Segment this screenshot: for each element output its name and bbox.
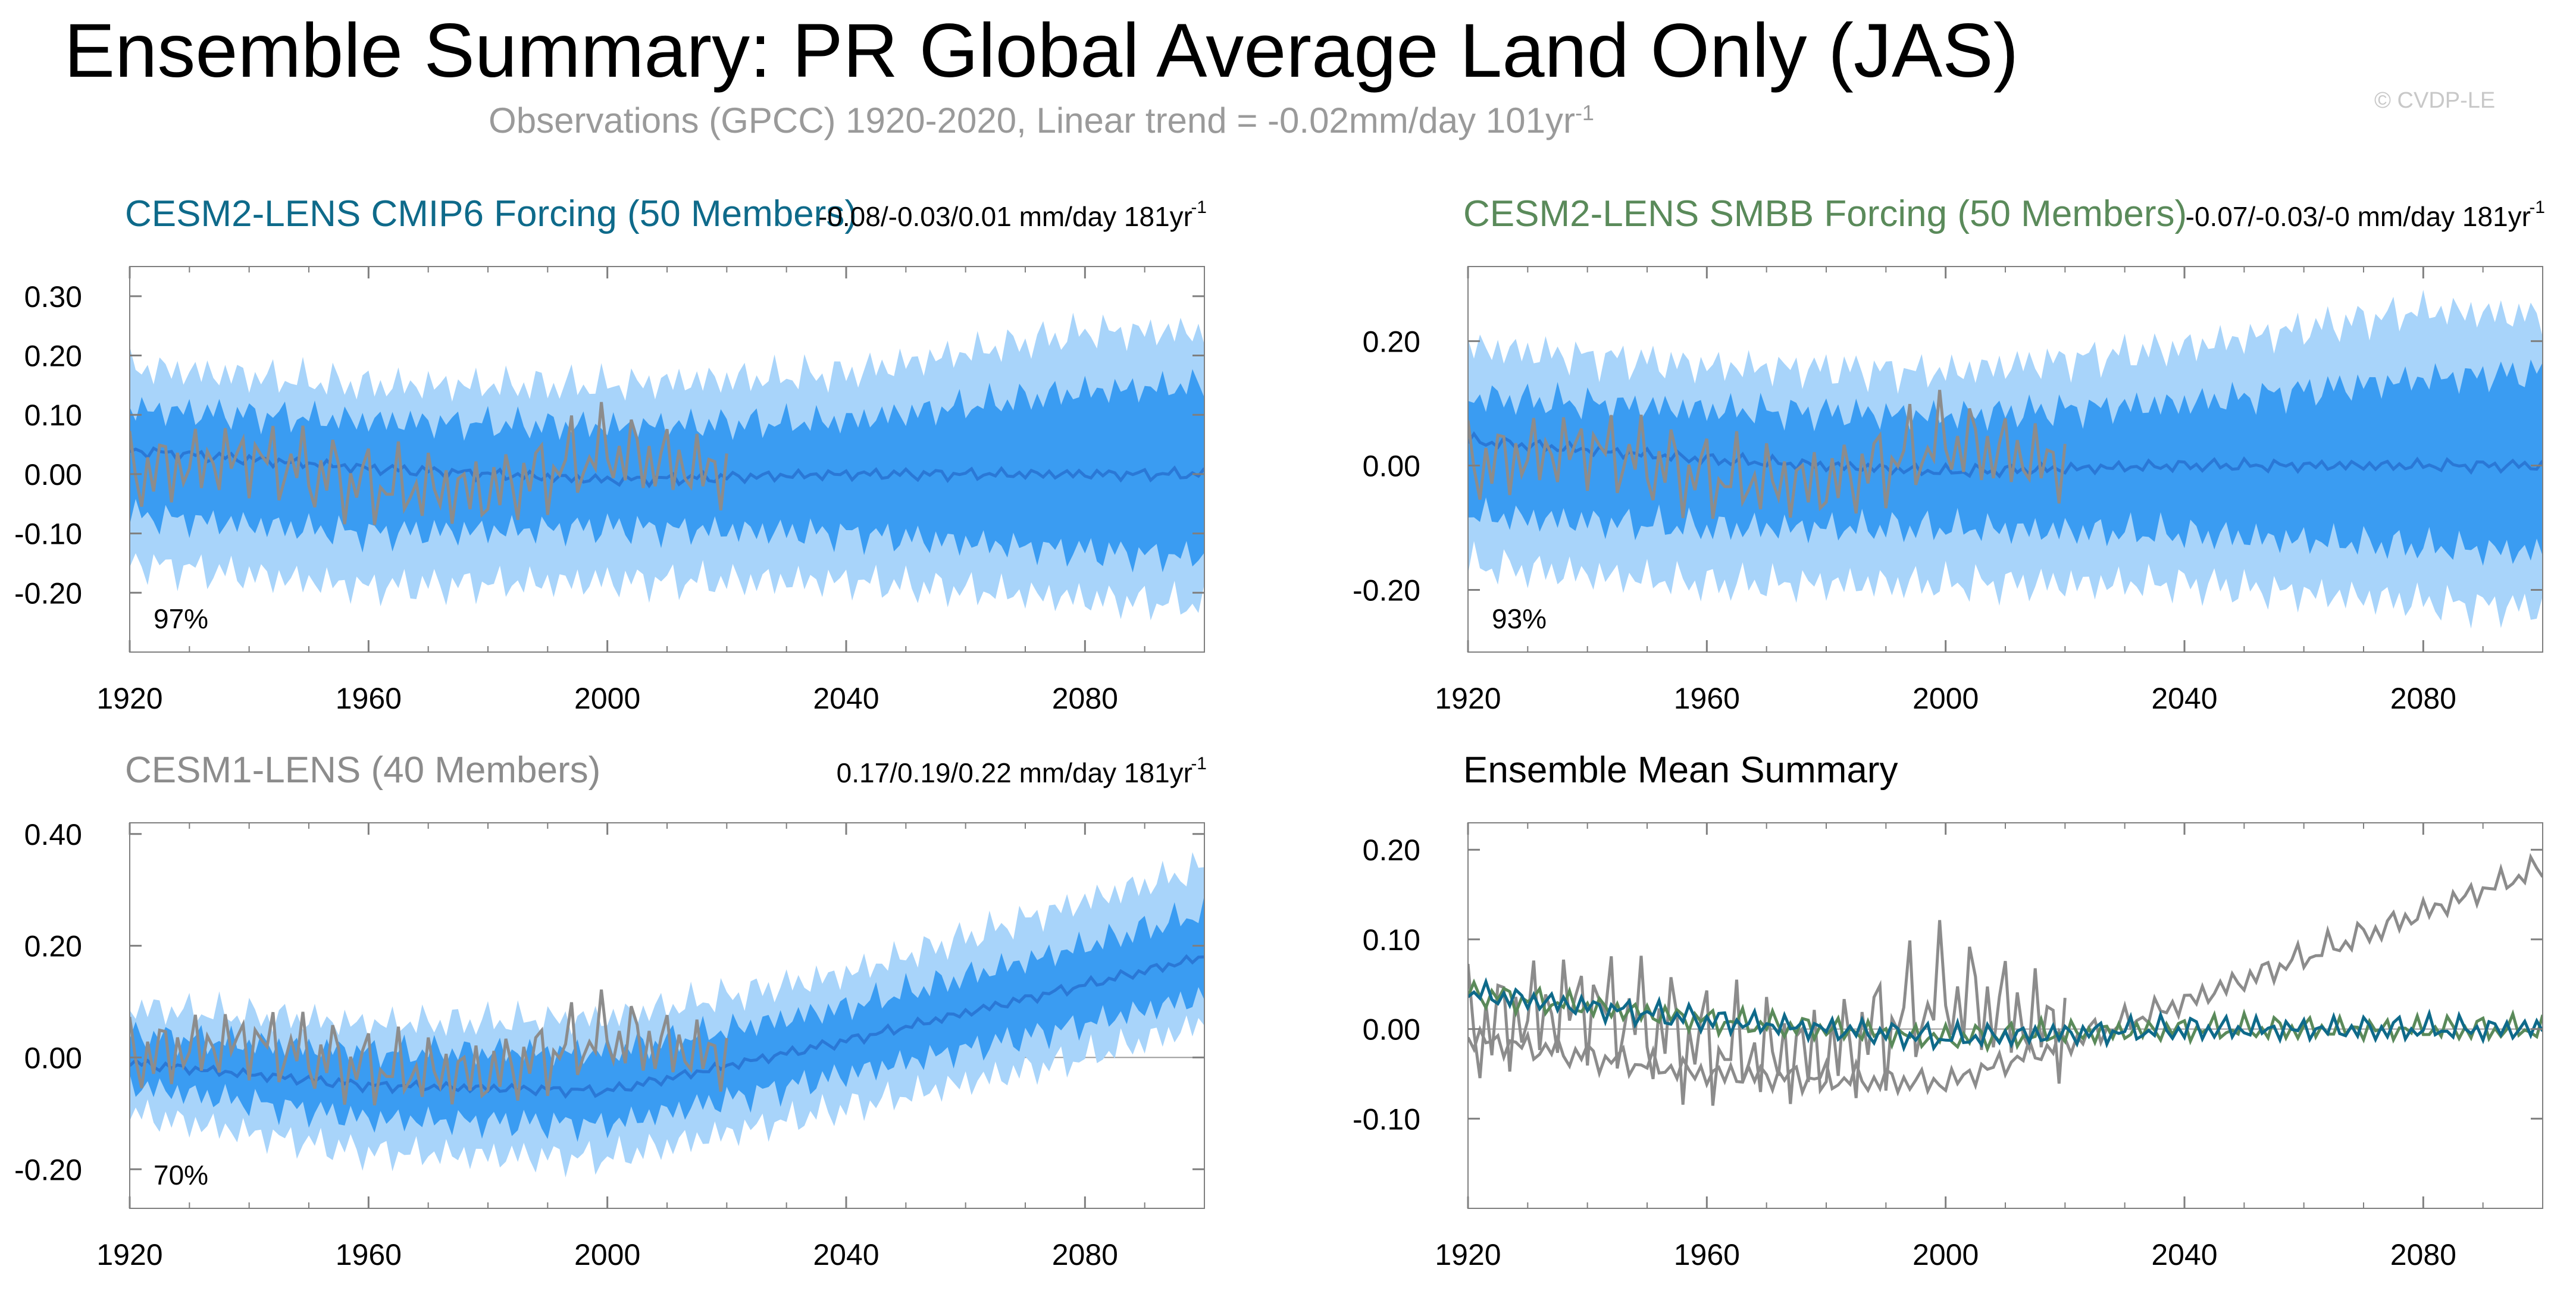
y-tick-label: 0.00 xyxy=(1363,449,1420,483)
summary-line-1 xyxy=(1468,853,2543,1098)
panel-trend-label: 0.17/0.19/0.22 mm/day 181yr xyxy=(837,757,1192,788)
y-tick-label: -0.20 xyxy=(1353,574,1420,607)
x-tick-label: 1920 xyxy=(96,1238,162,1271)
plot-area xyxy=(130,852,1204,1178)
observations-line xyxy=(1468,390,2067,519)
x-tick-label: 1960 xyxy=(336,682,402,715)
y-tick-label: 0.20 xyxy=(24,340,82,373)
panel-title: Ensemble Mean Summary xyxy=(1463,750,1898,791)
plot-area xyxy=(130,312,1204,621)
x-tick-label: 2000 xyxy=(574,682,640,715)
x-tick-label: 2040 xyxy=(2151,1238,2217,1271)
x-tick-label: 2080 xyxy=(1052,682,1118,715)
y-tick-label: 0.40 xyxy=(24,818,82,851)
ensemble-mean-line xyxy=(130,446,1204,488)
plot-area xyxy=(1468,290,2543,629)
y-tick-label: 0.30 xyxy=(24,280,82,314)
observations-line xyxy=(130,402,728,525)
y-tick-label: -0.20 xyxy=(14,577,82,610)
x-tick-label: 2000 xyxy=(574,1238,640,1271)
percent-label: 93% xyxy=(1492,603,1547,634)
ensemble-mean-line xyxy=(130,954,1204,1099)
panel-title: CESM2-LENS SMBB Forcing (50 Members) xyxy=(1463,193,2187,234)
x-tick-label: 2040 xyxy=(2151,682,2217,715)
percent-label: 70% xyxy=(154,1160,208,1191)
y-tick-label: 0.00 xyxy=(1363,1013,1420,1047)
plot-area xyxy=(1468,853,2543,1106)
x-tick-label: 2000 xyxy=(1913,682,1979,715)
percent-label: 97% xyxy=(154,603,208,634)
x-tick-label: 2040 xyxy=(813,682,879,715)
x-tick-label: 1960 xyxy=(1674,1238,1740,1271)
panel-trend-superscript: -1 xyxy=(1191,754,1207,773)
x-tick-label: 2080 xyxy=(1052,1238,1118,1271)
ensemble-inner-band xyxy=(1468,359,2543,566)
y-tick-label: 0.10 xyxy=(24,399,82,432)
y-tick-label: 0.00 xyxy=(24,458,82,491)
y-tick-label: -0.10 xyxy=(14,518,82,551)
summary-line-2 xyxy=(1468,978,2543,1054)
panel-title: CESM2-LENS CMIP6 Forcing (50 Members) xyxy=(125,193,857,234)
x-tick-label: 2080 xyxy=(2390,1238,2456,1271)
figure-title: Ensemble Summary: PR Global Average Land… xyxy=(64,8,2019,93)
x-tick-label: 1920 xyxy=(96,682,162,715)
y-tick-label: -0.10 xyxy=(1353,1102,1420,1136)
ensemble-inner-band xyxy=(130,369,1204,573)
ensemble-mean-line xyxy=(1468,431,2543,479)
panel-title: CESM1-LENS (40 Members) xyxy=(125,750,600,791)
plot-frame xyxy=(1467,822,2543,1209)
panel-trend-superscript: -1 xyxy=(2529,198,2545,217)
x-tick-label: 2080 xyxy=(2390,682,2456,715)
credit-watermark: © CVDP-LE xyxy=(2374,88,2496,113)
y-tick-label: 0.20 xyxy=(24,930,82,963)
panel-trend-label: -0.08/-0.03/0.01 mm/day 181yr xyxy=(818,201,1192,232)
observations-line xyxy=(130,989,728,1106)
y-tick-label: 0.20 xyxy=(1363,834,1420,867)
y-tick-label: -0.20 xyxy=(14,1153,82,1186)
x-tick-label: 2000 xyxy=(1913,1238,1979,1271)
subtitle-text: Observations (GPCC) 1920-2020, Linear tr… xyxy=(489,101,1575,140)
x-tick-label: 1920 xyxy=(1435,682,1501,715)
x-tick-label: 1960 xyxy=(1674,682,1740,715)
x-tick-label: 2040 xyxy=(813,1238,879,1271)
figure-subtitle: Observations (GPCC) 1920-2020, Linear tr… xyxy=(0,100,2083,141)
summary-line-3 xyxy=(1468,977,2543,1052)
panel-trend-superscript: -1 xyxy=(1191,198,1207,217)
x-tick-label: 1920 xyxy=(1435,1238,1501,1271)
x-tick-label: 1960 xyxy=(336,1238,402,1271)
subtitle-superscript: -1 xyxy=(1575,101,1594,125)
y-tick-label: 0.10 xyxy=(1363,923,1420,957)
ensemble-inner-band xyxy=(130,895,1204,1142)
y-tick-label: 0.00 xyxy=(24,1041,82,1074)
y-tick-label: 0.20 xyxy=(1363,325,1420,358)
panel-trend-label: -0.07/-0.03/-0 mm/day 181yr xyxy=(2186,201,2531,232)
